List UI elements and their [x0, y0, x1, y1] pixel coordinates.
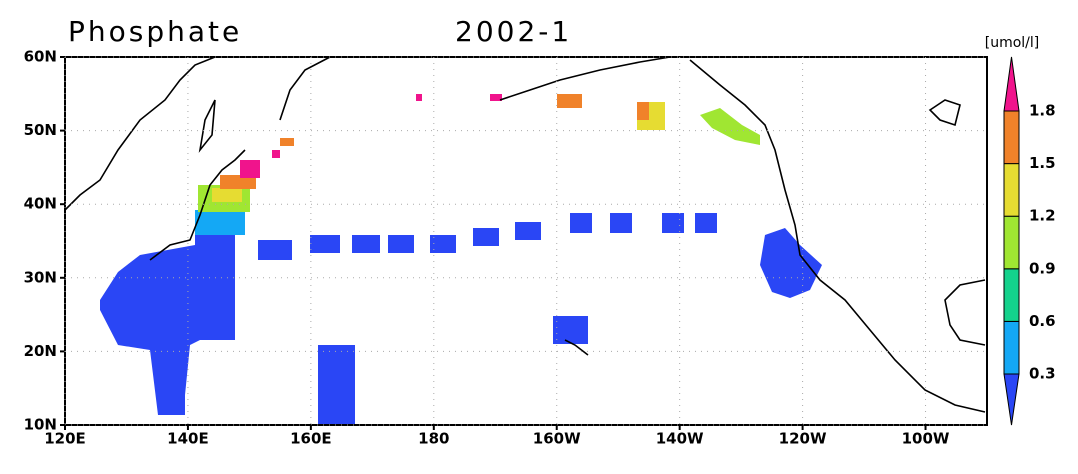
patch — [280, 138, 294, 146]
coast — [279, 56, 331, 121]
patch — [100, 230, 235, 415]
lon-tick-label: 160W — [533, 430, 581, 448]
colorbar-arrow — [1003, 56, 1020, 112]
patch — [240, 160, 260, 178]
units: [umol/l] — [985, 35, 1040, 51]
colorbar-label: 1.2 — [1029, 207, 1056, 225]
title: Phosphate — [68, 15, 242, 48]
patch — [220, 175, 256, 189]
patch — [557, 94, 582, 108]
lon-tick-label: 160E — [290, 430, 332, 448]
lat-tick-label: 60N — [24, 48, 57, 66]
coast — [198, 99, 216, 153]
patch — [700, 108, 760, 145]
lon-tick-label: 140W — [656, 430, 704, 448]
lon-tick-label: 180 — [418, 430, 449, 448]
coast — [149, 149, 246, 261]
colorbar-label: 0.6 — [1029, 312, 1056, 330]
patch — [416, 94, 422, 101]
coast — [689, 59, 986, 413]
colorbar-label: 1.5 — [1029, 154, 1056, 172]
patch — [195, 210, 245, 235]
colorbar-arrow — [1003, 373, 1020, 426]
colorbar-segment — [1003, 320, 1020, 375]
colorbar-segment — [1003, 215, 1020, 270]
coast — [64, 56, 216, 211]
map-frame — [64, 56, 988, 426]
patch-row — [258, 213, 822, 425]
colorbar-segment — [1003, 163, 1020, 217]
lon-tick-label: 100W — [902, 430, 950, 448]
coastlines — [64, 56, 986, 413]
lat-tick-label: 50N — [24, 121, 57, 139]
coast — [564, 339, 589, 356]
lat-tick-label: 40N — [24, 195, 57, 213]
lat-tick-label: 20N — [24, 342, 57, 360]
patch — [490, 94, 502, 101]
colorbar-label: 0.9 — [1029, 259, 1056, 277]
data-patches — [100, 94, 822, 425]
colorbar-label: 0.3 — [1029, 365, 1056, 383]
patch — [212, 188, 242, 202]
coast — [928, 99, 961, 127]
patch — [637, 102, 649, 120]
colorbar-segment — [1003, 268, 1020, 322]
colorbar-segment — [1003, 110, 1020, 165]
lon-tick-label: 120E — [44, 430, 86, 448]
lat-tick-label: 30N — [24, 268, 57, 286]
period: 2002-1 — [455, 15, 572, 48]
coast — [944, 279, 986, 346]
lat-tick-label: 10N — [24, 416, 57, 434]
colorbar-label: 1.8 — [1029, 102, 1056, 120]
lon-tick-label: 140E — [167, 430, 209, 448]
coast — [499, 56, 671, 101]
lon-tick-label: 120W — [779, 430, 827, 448]
patch — [272, 150, 280, 158]
